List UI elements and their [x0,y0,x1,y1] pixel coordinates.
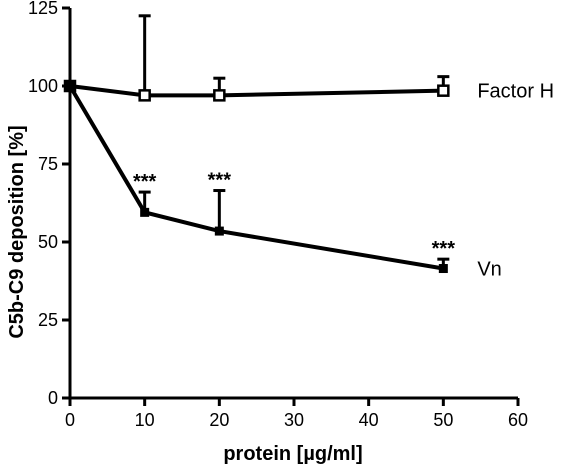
data-point [437,84,450,97]
x-tick-label: 50 [433,410,453,430]
x-tick-label: 30 [284,410,304,430]
x-tick-label: 60 [508,410,528,430]
data-point [65,81,75,91]
y-axis-title: C5b-C9 deposition [%] [6,125,28,338]
data-point [214,226,224,236]
axes: 0 25 50 75 100 125 0 10 20 30 40 50 60 [28,0,528,430]
y-tick-label: 75 [38,154,58,174]
y-tick-label: 0 [48,388,58,408]
y-tick-label: 100 [28,76,58,96]
x-tick-label: 0 [65,410,75,430]
series-label: Factor H [477,81,554,103]
significance-label: *** [432,238,456,260]
y-tick-label: 50 [38,232,58,252]
significance-label: *** [208,170,232,192]
series-vn: Vn [65,81,502,281]
series-label: Vn [477,259,501,281]
significance-label: *** [133,171,157,193]
data-point [138,89,151,102]
y-tick-label: 125 [28,0,58,18]
x-tick-label: 10 [135,410,155,430]
x-tick-label: 40 [359,410,379,430]
data-point [213,89,226,102]
x-tick-label: 20 [209,410,229,430]
plot-marks: Factor H Vn *** *** *** [63,14,554,281]
y-tick-label: 25 [38,310,58,330]
x-axis-title: protein [µg/ml] [223,443,362,465]
series-line [68,84,444,271]
data-point [438,264,448,274]
series-factor-h: Factor H [63,14,554,103]
series-line [69,84,444,98]
data-point [140,207,150,217]
